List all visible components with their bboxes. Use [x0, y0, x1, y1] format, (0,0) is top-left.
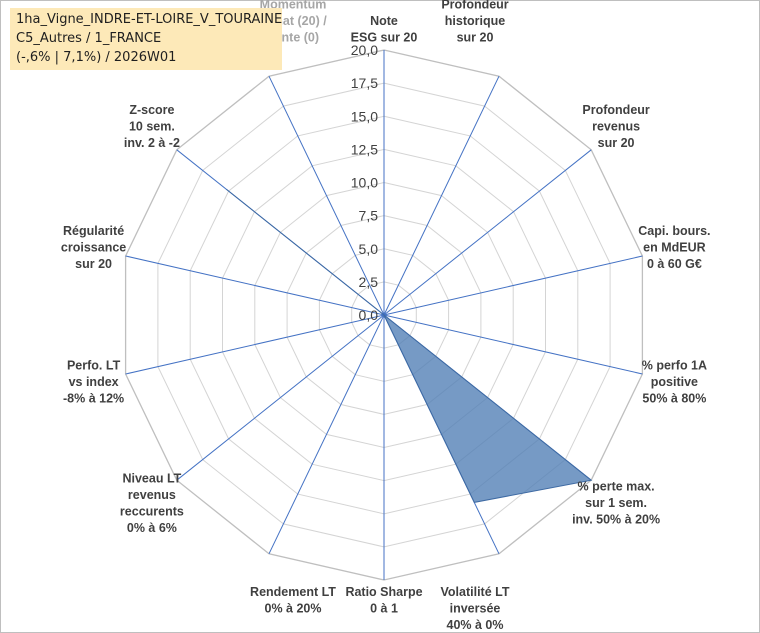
axis-label: Capi. bours. en MdEUR 0 à 60 G€ [638, 224, 710, 271]
tick-label: 20,0 [351, 42, 378, 58]
axis-spoke [383, 255, 643, 316]
tick-label: 0,0 [359, 307, 379, 323]
tick-label: 17,5 [351, 75, 378, 91]
tick-label: 7,5 [359, 208, 379, 224]
axis-label: Ratio Sharpe 0 à 1 [345, 585, 422, 616]
axis-spoke [268, 314, 385, 555]
axis-label: Profondeur historique sur 20 [441, 0, 508, 45]
tick-label: 2,5 [359, 274, 379, 290]
axis-label: Régularité croissance sur 20 [61, 224, 126, 271]
axis-label: Z-score 10 sem. inv. 2 à -2 [124, 103, 180, 150]
axis-label: % perfo 1A positive 50% à 80% [642, 359, 707, 406]
tick-label: 10,0 [351, 175, 378, 191]
axis-spoke [383, 314, 643, 375]
info-box: 1ha_Vigne_INDRE-ET-LOIRE_V_TOURAINE C5_A… [10, 8, 282, 70]
series [226, 189, 593, 503]
axis-spoke [125, 314, 385, 375]
info-category: C5_Autres / 1_FRANCE [16, 31, 162, 46]
info-stats: (-,6% | 7,1%) / 2026W01 [16, 50, 177, 65]
info-title: 1ha_Vigne_INDRE-ET-LOIRE_V_TOURAINE [16, 12, 283, 27]
axis-label: Profondeur revenus sur 20 [582, 103, 649, 150]
axis-label: Rendement LT 0% à 20% [250, 585, 336, 616]
axis-labels: Note ESG sur 20 Profondeur historique sur 20… [61, 0, 711, 632]
axis-spoke [125, 255, 385, 316]
tick-label: 15,0 [351, 108, 378, 124]
tick-label: 12,5 [351, 141, 378, 157]
axis-spoke [383, 149, 592, 316]
tick-label: 5,0 [359, 241, 379, 257]
axis-spoke [176, 314, 385, 481]
axis-spoke [268, 75, 385, 316]
axis-label: % perte max. sur 1 sem. inv. 50% à 20% [572, 480, 660, 527]
series-area [226, 189, 593, 503]
axis-spoke [383, 75, 500, 316]
axis-label: Niveau LT revenus reccurents 0% à 6% [120, 471, 184, 535]
axis-label: Volatilité LT inversée 40% à 0% [441, 585, 510, 632]
axis-label: Note ESG sur 20 [351, 14, 418, 45]
axis-label: Perfo. LT vs index -8% à 12% [63, 359, 124, 406]
tick-labels: 0,0 2,5 5,0 7,5 10,0 12,5 15,0 17,5 20,0 [351, 42, 378, 323]
